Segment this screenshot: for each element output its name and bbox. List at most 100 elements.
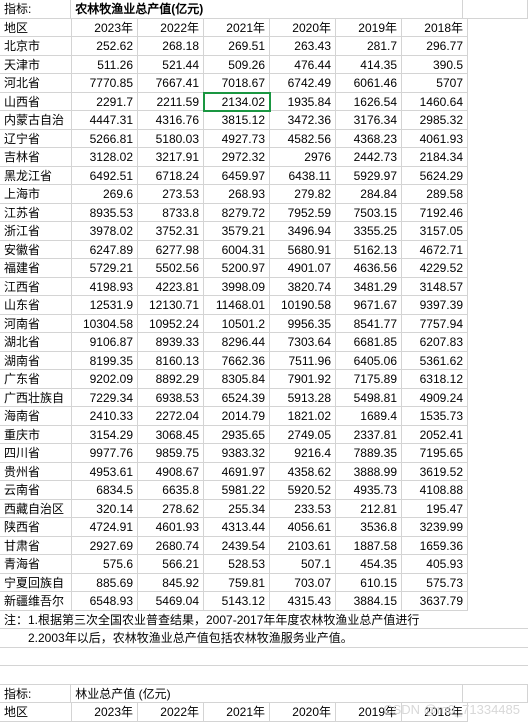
region-cell[interactable]: 四川省 [0,444,72,463]
value-cell[interactable]: 9671.67 [336,296,402,315]
value-cell[interactable]: 3579.21 [204,222,270,241]
region-cell[interactable]: 河南省 [0,315,72,334]
blank-row[interactable] [0,666,528,685]
value-cell[interactable]: 4316.76 [138,111,204,130]
value-cell[interactable]: 4313.44 [204,518,270,537]
region-cell[interactable]: 天津市 [0,56,72,75]
value-cell[interactable]: 5929.97 [336,167,402,186]
value-cell[interactable]: 3472.36 [270,111,336,130]
value-cell[interactable]: 3978.02 [72,222,138,241]
value-cell[interactable]: 2749.05 [270,426,336,445]
region-cell[interactable]: 广东省 [0,370,72,389]
year-header[interactable]: 2020年 [270,703,336,722]
value-cell[interactable]: 2927.69 [72,537,138,556]
cell-blank[interactable] [463,0,528,19]
value-cell[interactable]: 6938.53 [138,389,204,408]
value-cell[interactable]: 8733.8 [138,204,204,223]
value-cell[interactable]: 9106.87 [72,333,138,352]
value-cell[interactable]: 2410.33 [72,407,138,426]
value-cell[interactable]: 405.93 [402,555,468,574]
year-header[interactable]: 2023年 [72,19,138,38]
region-cell[interactable]: 西藏自治区 [0,500,72,519]
value-cell[interactable]: 278.62 [138,500,204,519]
value-cell[interactable]: 4447.31 [72,111,138,130]
value-cell[interactable]: 6459.97 [204,167,270,186]
region-cell[interactable]: 黑龙江省 [0,167,72,186]
value-cell[interactable]: 6524.39 [204,389,270,408]
value-cell[interactable]: 390.5 [402,56,468,75]
value-cell[interactable]: 7195.65 [402,444,468,463]
value-cell[interactable]: 8892.29 [138,370,204,389]
value-cell[interactable]: 5143.12 [204,592,270,611]
value-cell[interactable]: 9383.32 [204,444,270,463]
value-cell[interactable]: 845.92 [138,574,204,593]
value-cell[interactable]: 7757.94 [402,315,468,334]
value-cell[interactable]: 12130.71 [138,296,204,315]
value-cell[interactable]: 6718.24 [138,167,204,186]
value-cell[interactable]: 3217.91 [138,148,204,167]
year-header[interactable]: 2022年 [138,19,204,38]
value-cell[interactable]: 273.53 [138,185,204,204]
value-cell[interactable]: 5180.03 [138,130,204,149]
region-cell[interactable]: 湖南省 [0,352,72,371]
value-cell[interactable]: 6548.93 [72,592,138,611]
region-cell[interactable]: 山东省 [0,296,72,315]
region-cell[interactable]: 上海市 [0,185,72,204]
value-cell[interactable]: 575.6 [72,555,138,574]
value-cell[interactable]: 4315.43 [270,592,336,611]
value-cell[interactable]: 6492.51 [72,167,138,186]
value-cell[interactable]: 3637.79 [402,592,468,611]
value-cell[interactable]: 1460.64 [402,93,468,112]
value-cell[interactable]: 8305.84 [204,370,270,389]
value-cell[interactable]: 7175.89 [336,370,402,389]
value-cell[interactable]: 6207.83 [402,333,468,352]
value-cell[interactable]: 7889.35 [336,444,402,463]
region-cell[interactable]: 河北省 [0,74,72,93]
value-cell[interactable]: 6277.98 [138,241,204,260]
value-cell[interactable]: 8279.72 [204,204,270,223]
value-cell[interactable]: 4927.73 [204,130,270,149]
value-cell[interactable]: 4358.62 [270,463,336,482]
selected-cell[interactable]: 2134.02 [204,93,270,112]
region-cell[interactable]: 甘肃省 [0,537,72,556]
value-cell[interactable]: 7229.34 [72,389,138,408]
value-cell[interactable]: 212.81 [336,500,402,519]
value-cell[interactable]: 3884.15 [336,592,402,611]
region-cell[interactable]: 湖北省 [0,333,72,352]
value-cell[interactable]: 1689.4 [336,407,402,426]
value-cell[interactable]: 284.84 [336,185,402,204]
value-cell[interactable]: 3998.09 [204,278,270,297]
value-cell[interactable]: 6405.06 [336,352,402,371]
region-cell[interactable]: 北京市 [0,37,72,56]
value-cell[interactable]: 476.44 [270,56,336,75]
value-cell[interactable]: 10952.24 [138,315,204,334]
value-cell[interactable]: 5729.21 [72,259,138,278]
value-cell[interactable]: 2442.73 [336,148,402,167]
value-cell[interactable]: 5913.28 [270,389,336,408]
value-cell[interactable]: 8296.44 [204,333,270,352]
value-cell[interactable]: 414.35 [336,56,402,75]
value-cell[interactable]: 759.81 [204,574,270,593]
value-cell[interactable]: 9977.76 [72,444,138,463]
value-cell[interactable]: 10190.58 [270,296,336,315]
region-cell[interactable]: 青海省 [0,555,72,574]
value-cell[interactable]: 5624.29 [402,167,468,186]
region-cell[interactable]: 吉林省 [0,148,72,167]
value-cell[interactable]: 4056.61 [270,518,336,537]
value-cell[interactable]: 6834.5 [72,481,138,500]
value-cell[interactable]: 4223.81 [138,278,204,297]
value-cell[interactable]: 6742.49 [270,74,336,93]
value-cell[interactable]: 521.44 [138,56,204,75]
region-cell[interactable]: 宁夏回族自 [0,574,72,593]
value-cell[interactable]: 3888.99 [336,463,402,482]
value-cell[interactable]: 10304.58 [72,315,138,334]
value-cell[interactable]: 8199.35 [72,352,138,371]
value-cell[interactable]: 3355.25 [336,222,402,241]
region-cell[interactable]: 安徽省 [0,241,72,260]
value-cell[interactable]: 3619.52 [402,463,468,482]
spreadsheet-grid[interactable]: 指标: 农林牧渔业总产值(亿元) 地区 2023年 2022年 2021年 20… [0,0,528,722]
value-cell[interactable]: 10501.2 [204,315,270,334]
value-cell[interactable]: 1659.36 [402,537,468,556]
value-cell[interactable]: 5266.81 [72,130,138,149]
value-cell[interactable]: 507.1 [270,555,336,574]
